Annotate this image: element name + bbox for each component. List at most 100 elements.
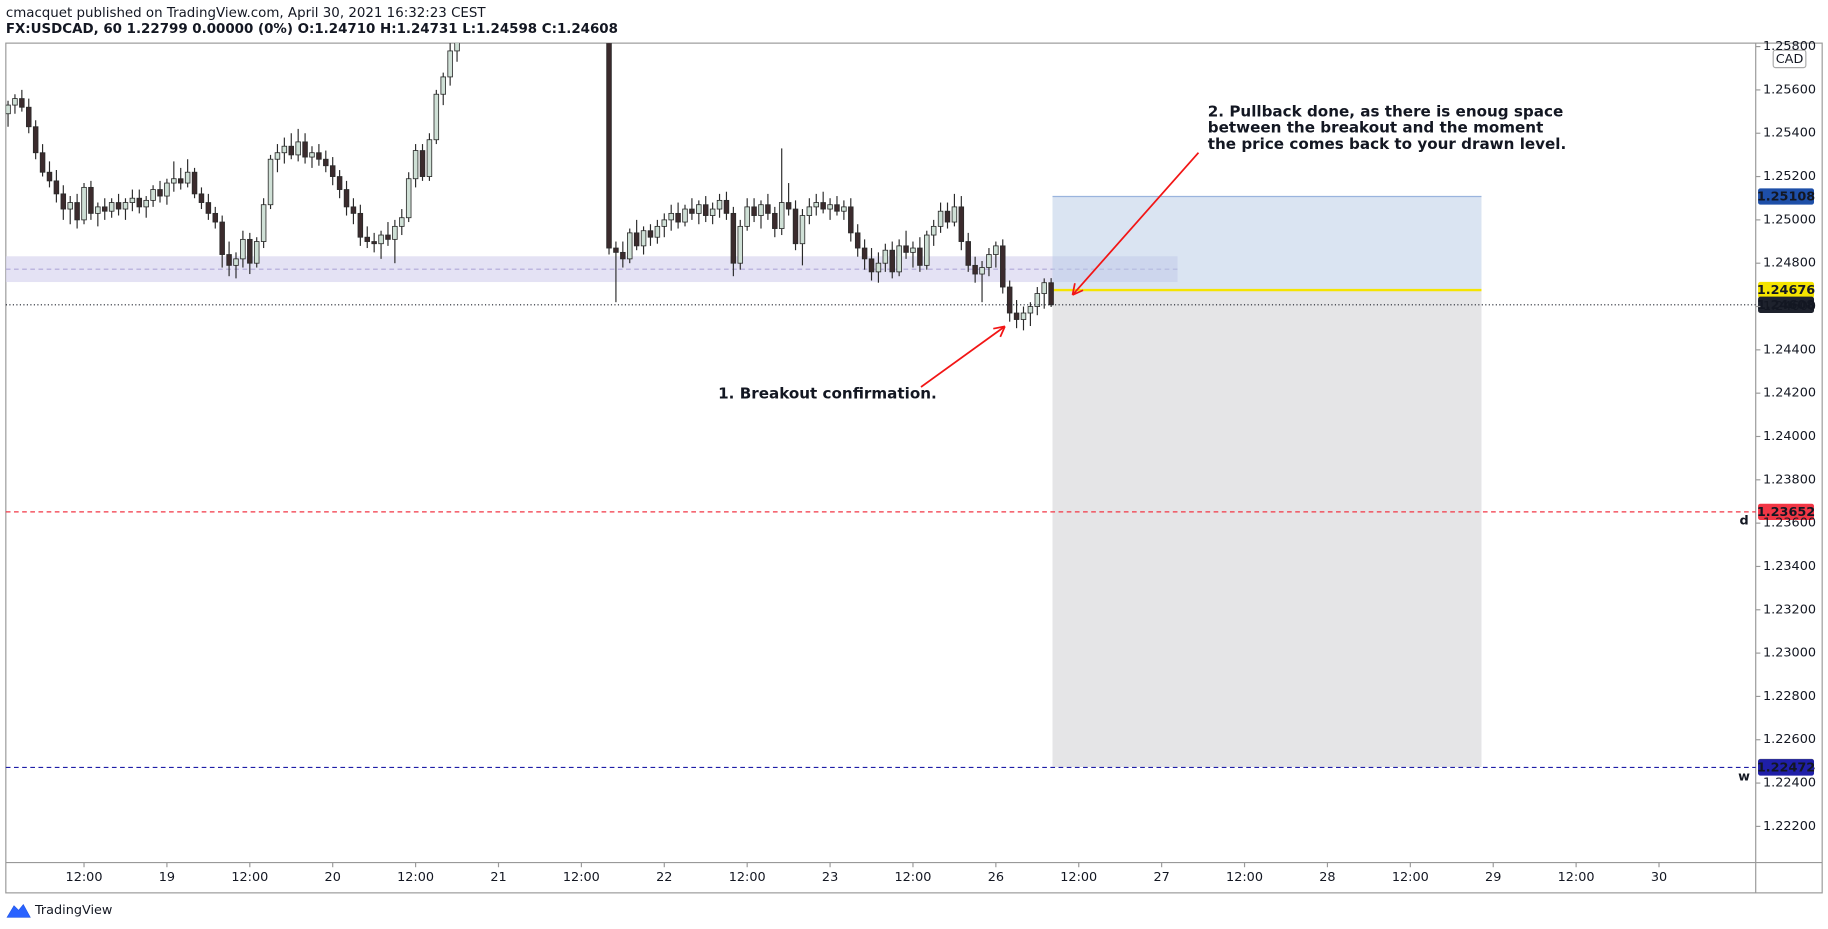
candle-body <box>60 193 67 210</box>
y-tick-label: 1.24200 <box>1763 386 1816 401</box>
candle-body <box>792 208 799 245</box>
x-tick-label: 12:00 <box>397 870 434 885</box>
candle-body <box>1034 293 1041 307</box>
y-tick-label: 1.25800 <box>1763 39 1816 54</box>
candle-body <box>785 202 792 210</box>
candle-body <box>1020 312 1027 320</box>
candle-body <box>74 202 80 221</box>
candle-body <box>958 206 965 242</box>
candle-body <box>122 202 129 210</box>
candle-body <box>39 152 46 173</box>
currency-box <box>1772 49 1807 69</box>
candle-body <box>654 225 661 238</box>
candle-body <box>378 234 384 245</box>
candle-body <box>716 199 723 210</box>
candle-body <box>19 98 25 108</box>
arrow-head <box>1071 283 1084 296</box>
candle-body <box>744 206 750 227</box>
candle-body <box>640 230 647 247</box>
y-tick-label: 1.22800 <box>1763 689 1816 704</box>
candle-body <box>164 182 170 197</box>
candle-body <box>702 204 709 216</box>
candle-body <box>979 267 985 275</box>
price-badge <box>1758 503 1815 521</box>
candle-body <box>930 225 937 236</box>
candle-body <box>606 43 612 249</box>
candle-body <box>889 249 895 273</box>
candle-body <box>385 234 391 240</box>
candle-body <box>730 212 737 264</box>
price-badge <box>1758 296 1815 313</box>
candle-body <box>668 212 674 221</box>
candle-body <box>336 176 343 190</box>
candle-body <box>371 241 377 245</box>
candle-body <box>903 245 909 253</box>
candle-body <box>1013 312 1020 320</box>
candle-body <box>247 238 253 264</box>
candle-body <box>295 141 301 156</box>
candle-body <box>709 208 716 216</box>
candle-body <box>834 204 840 212</box>
x-tick-label: 28 <box>1319 870 1335 885</box>
brand-logo <box>6 903 31 918</box>
candle-body <box>951 206 958 223</box>
price-badge-label: 1.25108 <box>1757 190 1815 205</box>
candle-body <box>81 186 87 221</box>
candle-body <box>212 212 219 223</box>
brand: TradingView <box>34 903 112 918</box>
candle-body <box>682 208 688 223</box>
candle-body <box>778 202 785 229</box>
y-tick-label: 1.25200 <box>1763 169 1816 184</box>
currency: CAD <box>1776 52 1804 67</box>
candle-body <box>405 178 412 219</box>
y-tick-label: 1.23000 <box>1763 646 1816 661</box>
candle-body <box>924 234 930 266</box>
candle-body <box>267 158 274 206</box>
candle-body <box>412 150 419 180</box>
candle-body <box>5 104 11 115</box>
candle-body <box>53 180 60 195</box>
candle-body <box>150 189 156 201</box>
candle-body <box>102 206 108 212</box>
y-tick-label: 1.23400 <box>1763 559 1816 574</box>
annotation: the price comes back to your drawn level… <box>1208 135 1566 153</box>
candle-body <box>171 178 177 184</box>
candle-body <box>620 251 626 260</box>
candle-body <box>233 258 239 266</box>
level-tag: d <box>1739 514 1748 529</box>
candle-body <box>972 264 978 275</box>
candle-body <box>433 93 440 141</box>
candle-body <box>198 193 205 203</box>
candle-body <box>937 210 944 227</box>
annotation: 1. Breakout confirmation. <box>718 384 937 402</box>
candle-body <box>191 171 198 195</box>
x-tick-label: 30 <box>1651 870 1667 885</box>
candle-body <box>751 206 757 216</box>
candle-body <box>226 254 232 266</box>
candle-body <box>1000 245 1006 288</box>
candle-body <box>765 204 771 214</box>
x-tick-label: 12:00 <box>1392 870 1429 885</box>
candle-body <box>108 202 115 212</box>
price-badge-label: 1.24608 <box>1757 298 1815 313</box>
candle-body <box>88 186 94 214</box>
candle-body <box>440 76 446 95</box>
candle-body <box>799 215 806 245</box>
candle-body <box>882 249 889 264</box>
candle-body <box>986 254 992 268</box>
candle-body <box>364 236 370 242</box>
chart-title: cmacquet published on TradingView.com, A… <box>6 6 487 21</box>
candle-body <box>177 178 184 184</box>
candle-body <box>274 152 281 160</box>
overlay: 1.251081.246761.224741.246081.236521.224… <box>718 102 1815 776</box>
candle-body <box>917 247 923 266</box>
candle-body <box>32 126 39 154</box>
candle-body <box>281 145 288 154</box>
target-box <box>1052 196 1482 291</box>
candle-body <box>647 230 654 238</box>
annotation: 2. Pullback done, as there is enoug spac… <box>1208 102 1563 120</box>
x-tick-label: 22 <box>656 870 672 885</box>
y-tick-label: 1.24800 <box>1763 256 1816 271</box>
price-badge-label: 1.24676 <box>1757 283 1815 298</box>
